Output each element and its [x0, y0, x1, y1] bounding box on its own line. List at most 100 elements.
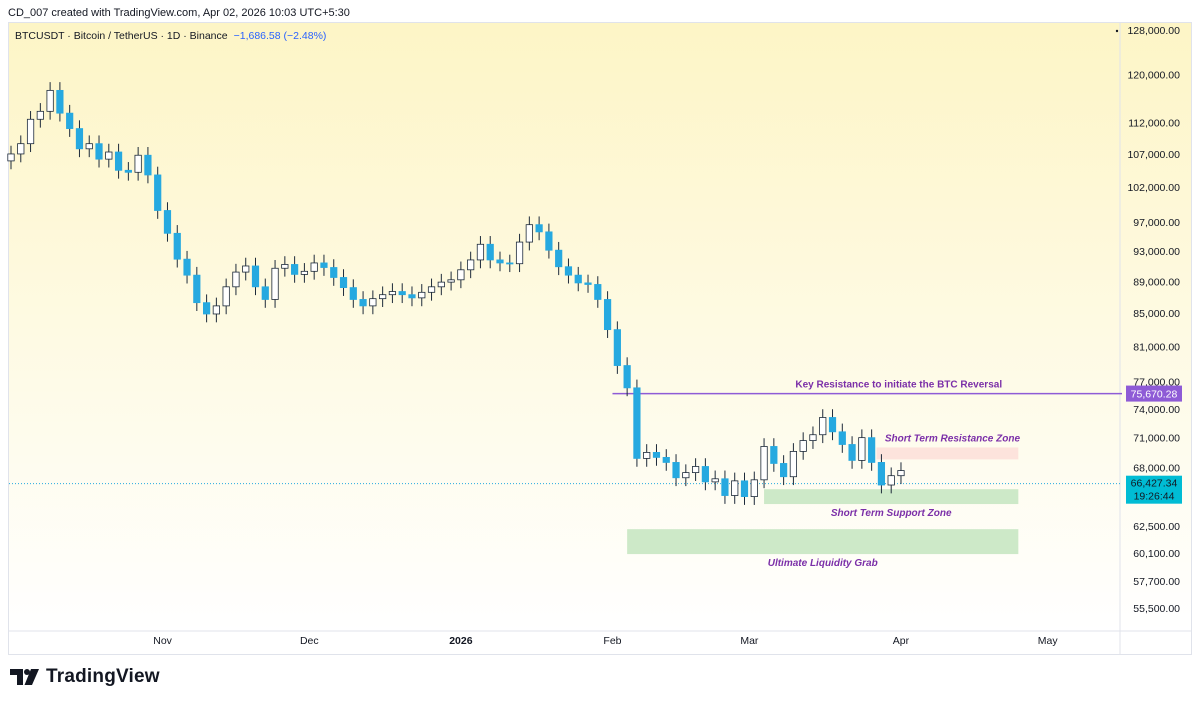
- zone-rect[interactable]: [627, 529, 1019, 555]
- candle-body[interactable]: [780, 463, 788, 478]
- candle-body[interactable]: [95, 143, 103, 160]
- price-tick-label: 128,000.00: [1127, 25, 1180, 37]
- zone-rect[interactable]: [764, 489, 1019, 505]
- candle-body[interactable]: [594, 284, 602, 300]
- candle-body[interactable]: [613, 329, 621, 366]
- zone-rect[interactable]: [876, 447, 1019, 460]
- candle-body[interactable]: [36, 110, 44, 120]
- candle-body[interactable]: [692, 466, 700, 474]
- candle-body[interactable]: [369, 298, 377, 307]
- tradingview-logo[interactable]: TradingView: [10, 666, 160, 688]
- candle-body[interactable]: [623, 365, 631, 389]
- candle-body[interactable]: [574, 274, 582, 284]
- candle-body[interactable]: [770, 446, 778, 464]
- candle-body[interactable]: [7, 153, 15, 162]
- price-tick-label: 68,000.00: [1133, 463, 1180, 475]
- candle-body[interactable]: [789, 451, 798, 478]
- candle-body[interactable]: [75, 128, 84, 150]
- candle-body[interactable]: [652, 452, 661, 458]
- candle-body[interactable]: [447, 279, 455, 283]
- candle-body[interactable]: [202, 302, 211, 315]
- candle-body[interactable]: [349, 287, 357, 300]
- candle-body[interactable]: [897, 470, 905, 477]
- candle-body[interactable]: [740, 480, 749, 497]
- candle-body[interactable]: [144, 154, 152, 176]
- candle-body[interactable]: [457, 269, 465, 281]
- candle-body[interactable]: [17, 143, 25, 155]
- candle-body[interactable]: [603, 299, 612, 331]
- candle-body[interactable]: [163, 210, 172, 234]
- candle-body[interactable]: [760, 446, 768, 481]
- candle-body[interactable]: [496, 259, 504, 264]
- candle-body[interactable]: [584, 282, 592, 285]
- candle-body[interactable]: [379, 294, 387, 300]
- candle-body[interactable]: [388, 291, 397, 296]
- candle-body[interactable]: [271, 267, 279, 300]
- candle-body[interactable]: [154, 174, 162, 211]
- candle-body[interactable]: [545, 231, 553, 251]
- candle-body[interactable]: [359, 299, 367, 307]
- candle-body[interactable]: [281, 264, 289, 269]
- candle-body[interactable]: [124, 169, 132, 173]
- candle-body[interactable]: [85, 143, 93, 150]
- candle-body[interactable]: [183, 258, 191, 276]
- candle-body[interactable]: [506, 262, 514, 265]
- candle-body[interactable]: [310, 262, 318, 272]
- candle-body[interactable]: [731, 480, 739, 496]
- candle-body[interactable]: [330, 267, 338, 278]
- candle-body[interactable]: [26, 118, 35, 145]
- candle-body[interactable]: [320, 262, 328, 268]
- candle-body[interactable]: [828, 417, 837, 433]
- candle-body[interactable]: [437, 281, 445, 288]
- candle-body[interactable]: [838, 431, 846, 445]
- candle-body[interactable]: [858, 437, 866, 461]
- candlestick-chart[interactable]: Key Resistance to initiate the BTC Rever…: [0, 0, 1200, 660]
- candle-body[interactable]: [222, 286, 230, 307]
- candle-body[interactable]: [711, 478, 719, 483]
- candle-body[interactable]: [515, 241, 524, 265]
- candle-body[interactable]: [662, 457, 670, 463]
- candle-body[interactable]: [56, 89, 64, 114]
- candle-body[interactable]: [193, 274, 201, 304]
- candle-body[interactable]: [868, 437, 876, 463]
- candle-body[interactable]: [398, 291, 406, 296]
- candle-body[interactable]: [525, 224, 533, 243]
- candle-body[interactable]: [564, 266, 573, 276]
- candle-body[interactable]: [682, 472, 690, 479]
- candle-body[interactable]: [467, 259, 475, 271]
- candle-body[interactable]: [701, 466, 709, 483]
- candle-body[interactable]: [633, 387, 641, 459]
- candle-body[interactable]: [66, 112, 74, 129]
- candle-body[interactable]: [300, 270, 309, 275]
- candle-body[interactable]: [242, 265, 250, 273]
- candle-body[interactable]: [261, 286, 269, 300]
- candle-body[interactable]: [173, 232, 181, 260]
- candle-body[interactable]: [535, 224, 543, 233]
- candle-body[interactable]: [809, 434, 817, 441]
- candle-body[interactable]: [427, 286, 436, 293]
- time-axis: Nov Dec 2026 Feb Mar Apr May: [153, 635, 1058, 647]
- candle-body[interactable]: [339, 277, 348, 288]
- candle-body[interactable]: [212, 305, 220, 315]
- candle-body[interactable]: [418, 291, 426, 299]
- candle-body[interactable]: [408, 294, 416, 299]
- candle-body[interactable]: [555, 249, 563, 268]
- candle-body[interactable]: [105, 151, 113, 160]
- candle-body[interactable]: [134, 154, 142, 173]
- candle-body[interactable]: [291, 264, 299, 275]
- candle-body[interactable]: [476, 243, 485, 261]
- candle-body[interactable]: [877, 462, 886, 486]
- candle-body[interactable]: [486, 243, 494, 261]
- candle-body[interactable]: [799, 440, 807, 452]
- candle-body[interactable]: [819, 417, 827, 436]
- candle-body[interactable]: [750, 479, 758, 497]
- candle-body[interactable]: [721, 478, 729, 496]
- candle-body[interactable]: [672, 462, 680, 479]
- candle-body[interactable]: [251, 265, 260, 288]
- candle-body[interactable]: [848, 444, 856, 461]
- candle-body[interactable]: [887, 475, 895, 486]
- candle-body[interactable]: [46, 89, 54, 112]
- candle-body[interactable]: [114, 151, 123, 171]
- candle-body[interactable]: [643, 452, 651, 459]
- candle-body[interactable]: [232, 271, 240, 288]
